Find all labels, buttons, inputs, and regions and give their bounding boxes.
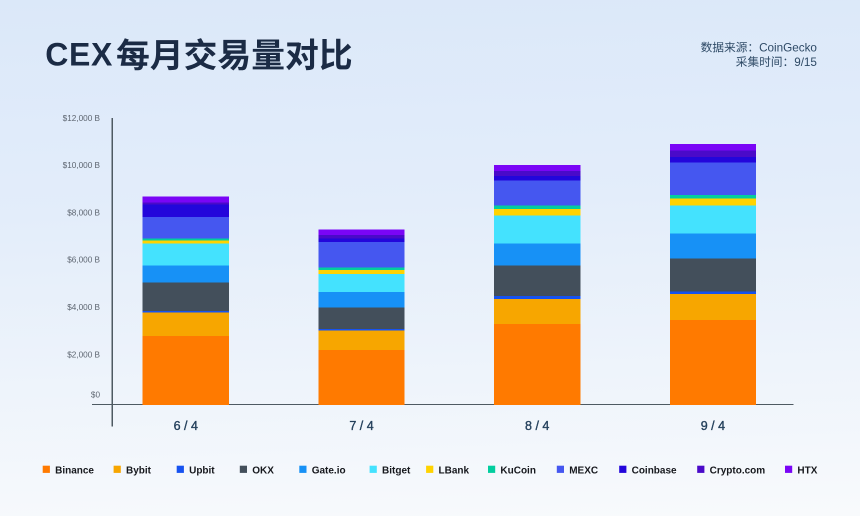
svg-text:MEXC: MEXC: [569, 466, 598, 477]
svg-text:$2,000 B: $2,000 B: [67, 351, 100, 360]
svg-text:$4,000 B: $4,000 B: [67, 303, 100, 312]
svg-text:CoinGecko: CoinGecko: [759, 42, 817, 55]
svg-text:OKX: OKX: [252, 466, 274, 477]
svg-text:Coinbase: Coinbase: [632, 466, 677, 477]
svg-text:$8,000 B: $8,000 B: [67, 209, 100, 218]
svg-text:Upbit: Upbit: [189, 466, 215, 477]
svg-text:HTX: HTX: [797, 466, 817, 477]
svg-text:9 / 4: 9 / 4: [701, 419, 725, 433]
svg-text:Bybit: Bybit: [126, 466, 152, 477]
svg-text:Binance: Binance: [55, 466, 94, 477]
svg-text:$12,000 B: $12,000 B: [63, 114, 101, 123]
svg-text:Bitget: Bitget: [382, 466, 411, 477]
svg-text:Gate.io: Gate.io: [312, 466, 346, 477]
svg-text:7 / 4: 7 / 4: [349, 419, 373, 433]
svg-text:Crypto.com: Crypto.com: [710, 466, 766, 477]
svg-text:6 / 4: 6 / 4: [174, 419, 198, 433]
svg-text:$6,000 B: $6,000 B: [67, 256, 100, 265]
svg-text:CEX: CEX: [45, 37, 113, 73]
svg-text:8 / 4: 8 / 4: [525, 419, 549, 433]
svg-text:KuCoin: KuCoin: [500, 466, 536, 477]
svg-text:9/15: 9/15: [794, 56, 817, 69]
svg-text:$0: $0: [91, 390, 101, 399]
svg-text:LBank: LBank: [439, 466, 470, 477]
svg-text:$10,000 B: $10,000 B: [63, 161, 101, 170]
